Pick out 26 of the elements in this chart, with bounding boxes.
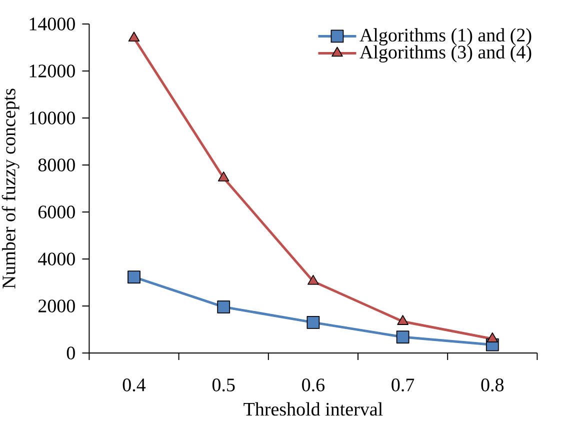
point xyxy=(397,315,408,325)
point xyxy=(486,332,498,342)
point xyxy=(128,270,140,284)
x-tick-label: 0.7 xyxy=(392,378,414,392)
y-tick-label: 10000 xyxy=(30,112,75,124)
x-tick-label: 0.6 xyxy=(302,378,325,392)
y-tick-label: 14000 xyxy=(30,18,75,30)
x-tick-label: 0.8 xyxy=(481,378,504,392)
y-tick-label: 6000 xyxy=(38,206,75,218)
point xyxy=(308,274,319,285)
x-tick-label: 0.4 xyxy=(122,378,146,392)
point xyxy=(217,300,230,314)
point xyxy=(128,32,140,42)
point xyxy=(218,171,230,182)
y-axis-title: Number of fuzzy concepts xyxy=(2,88,20,288)
y-tick-label: 0 xyxy=(66,346,75,360)
point xyxy=(396,330,410,344)
legend-label: Algorithms (3) and (4) xyxy=(360,45,532,62)
legend-label: Algorithms (1) and (2) xyxy=(360,28,532,46)
point xyxy=(306,316,320,329)
x-tick-label: 0.5 xyxy=(212,378,235,392)
x-axis-title: Threshold interval xyxy=(244,402,383,416)
y-tick-label: 8000 xyxy=(38,158,75,172)
y-tick-label: 2000 xyxy=(38,300,75,312)
y-tick-label: 4000 xyxy=(38,252,75,266)
y-tick-label: 12000 xyxy=(30,64,75,78)
